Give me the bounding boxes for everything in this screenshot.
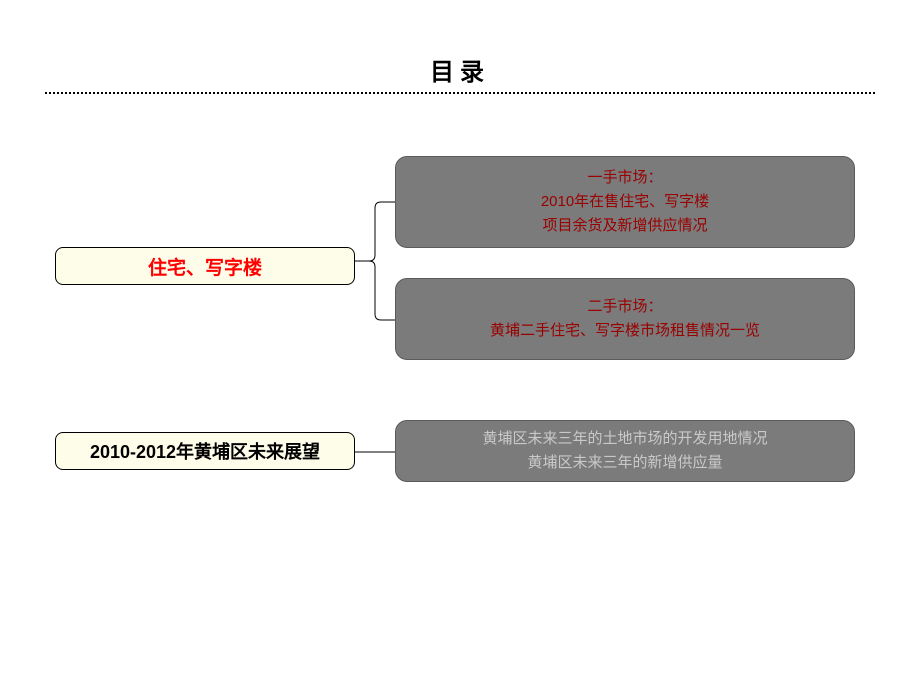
detail-line: 一手市场：	[587, 166, 662, 190]
title-divider	[45, 92, 875, 94]
detail-box-secondary-market: 二手市场： 黄埔二手住宅、写字楼市场租售情况一览	[395, 278, 855, 360]
category-label: 住宅、写字楼	[148, 253, 262, 280]
page-title: 目录	[0, 52, 920, 87]
connector-straight	[355, 451, 395, 453]
detail-line: 黄埔二手住宅、写字楼市场租售情况一览	[490, 319, 760, 343]
detail-line: 项目余货及新增供应情况	[542, 214, 707, 238]
detail-line: 黄埔区未来三年的新增供应量	[527, 451, 722, 475]
slide-page: 目录 住宅、写字楼 2010-2012年黄埔区未来展望 一手市场： 2010年在…	[0, 0, 920, 690]
category-label: 2010-2012年黄埔区未来展望	[90, 438, 320, 464]
detail-box-primary-market: 一手市场： 2010年在售住宅、写字楼 项目余货及新增供应情况	[395, 156, 855, 248]
detail-line: 2010年在售住宅、写字楼	[541, 190, 709, 214]
detail-line: 黄埔区未来三年的土地市场的开发用地情况	[482, 427, 767, 451]
category-box-outlook: 2010-2012年黄埔区未来展望	[55, 432, 355, 470]
category-box-residential: 住宅、写字楼	[55, 247, 355, 285]
connector-fork	[355, 198, 395, 324]
detail-line: 二手市场：	[587, 295, 662, 319]
detail-box-outlook: 黄埔区未来三年的土地市场的开发用地情况 黄埔区未来三年的新增供应量	[395, 420, 855, 482]
